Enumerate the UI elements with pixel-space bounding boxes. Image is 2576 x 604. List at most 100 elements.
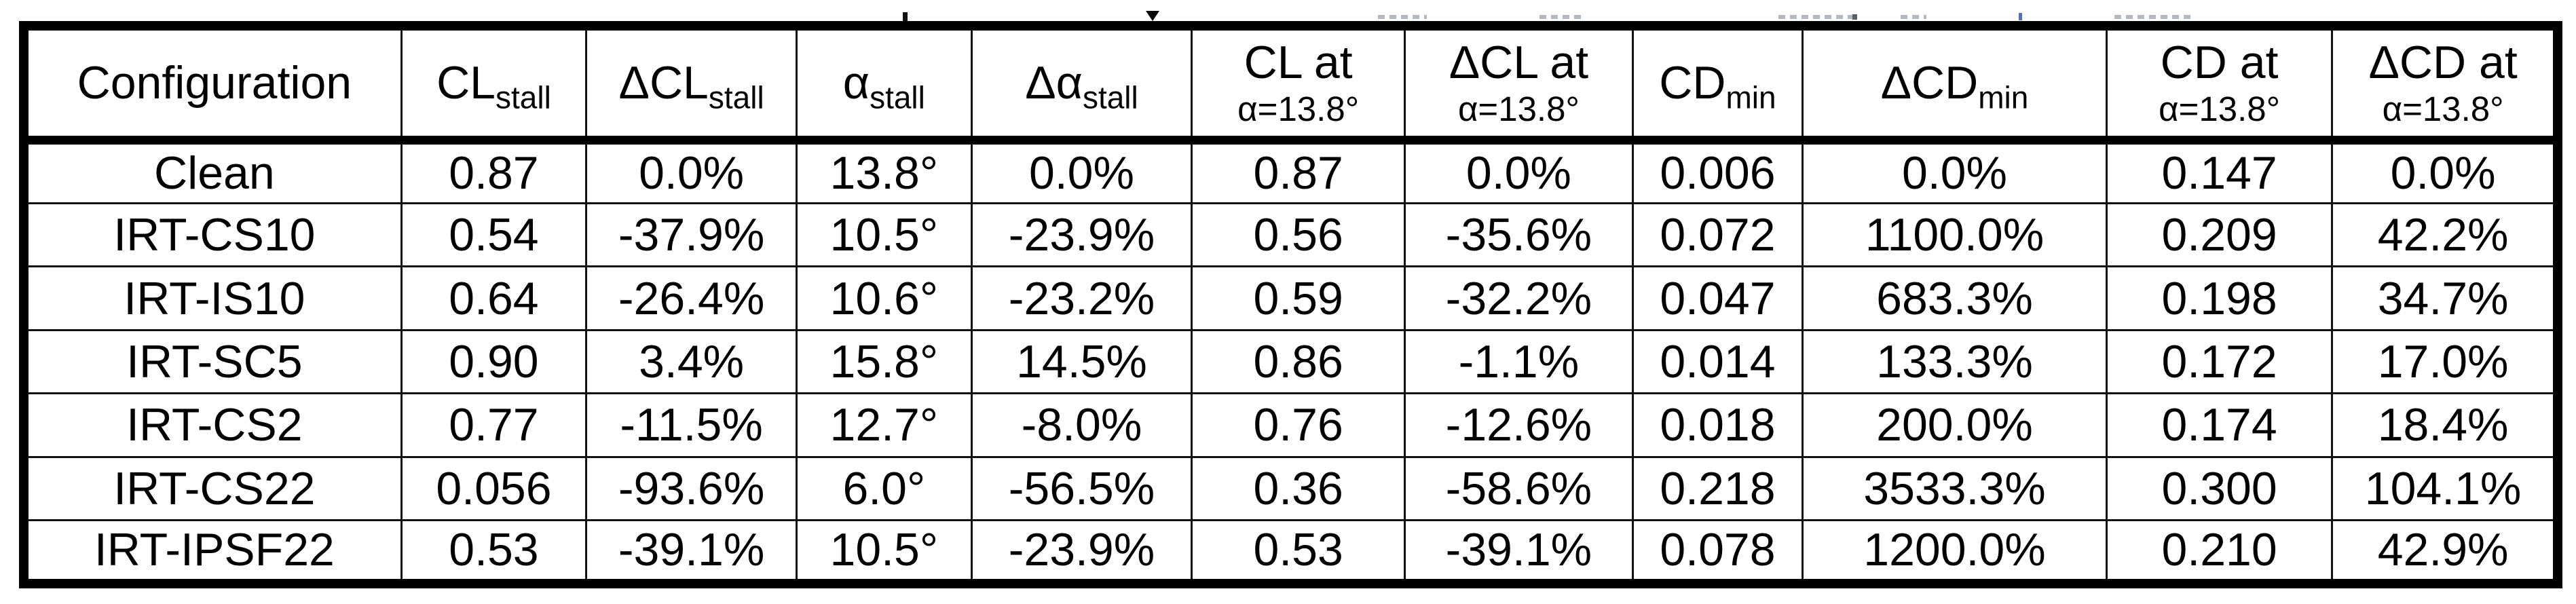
value-cell: 42.9%	[2331, 519, 2559, 585]
header-delta-cl-stall: ΔCLstall	[585, 24, 798, 145]
value-cell: -11.5%	[585, 392, 798, 458]
value-cell: -23.9%	[970, 519, 1193, 585]
value-cell: 0.218	[1631, 455, 1804, 522]
table-row-irt-is10: IRT-IS10 0.64 -26.4% 10.6° -23.2% 0.59 -…	[22, 265, 2559, 331]
value-cell: 14.5%	[970, 328, 1193, 395]
value-cell: 0.072	[1631, 202, 1804, 268]
value-cell: 0.36	[1191, 455, 1406, 522]
header-subscript: stall	[870, 79, 925, 115]
value-cell: 18.4%	[2331, 392, 2559, 458]
value-cell: 0.86	[1191, 328, 1406, 395]
value-cell: -56.5%	[970, 455, 1193, 522]
header-label: ΔCL at	[1449, 37, 1589, 89]
value-cell: 10.6°	[796, 265, 973, 331]
header-sublabel: α=13.8°	[2159, 90, 2281, 129]
value-cell: 0.77	[400, 392, 588, 458]
value-cell: 0.198	[2105, 265, 2334, 331]
value-cell: -23.2%	[970, 265, 1193, 331]
config-cell: IRT-SC5	[22, 328, 403, 395]
header-subscript: stall	[1082, 79, 1138, 115]
value-cell: 0.047	[1631, 265, 1804, 331]
value-cell: -39.1%	[585, 519, 798, 585]
value-cell: 0.078	[1631, 519, 1804, 585]
header-cd-min: CDmin	[1631, 24, 1804, 145]
header-sublabel: α=13.8°	[1457, 90, 1580, 129]
value-cell: -26.4%	[585, 265, 798, 331]
header-label: CD at	[2160, 37, 2279, 89]
header-delta-alpha-stall: Δαstall	[970, 24, 1193, 145]
value-cell: 0.300	[2105, 455, 2334, 522]
table-row-clean: Clean 0.87 0.0% 13.8° 0.0% 0.87 0.0% 0.0…	[22, 138, 2559, 204]
header-sublabel: α=13.8°	[2382, 90, 2504, 129]
value-cell: 3533.3%	[1802, 455, 2108, 522]
config-cell: Clean	[22, 138, 403, 204]
value-cell: 0.174	[2105, 392, 2334, 458]
header-label: ΔCD at	[2368, 37, 2518, 89]
header-label: ΔCD	[1880, 57, 1979, 109]
value-cell: 3.4%	[585, 328, 798, 395]
table-header: Configuration CLstall ΔCLstall αstall Δα…	[22, 24, 2559, 145]
value-cell: 10.5°	[796, 519, 973, 585]
value-cell: 12.7°	[796, 392, 973, 458]
value-cell: -37.9%	[585, 202, 798, 268]
header-label: ΔCL	[618, 57, 709, 109]
value-cell: 1200.0%	[1802, 519, 2108, 585]
value-cell: 0.56	[1191, 202, 1406, 268]
cropped-text-artifact	[1539, 15, 1582, 19]
cropped-text-artifact	[903, 12, 908, 21]
cropped-text-artifact	[1146, 11, 1159, 21]
header-subscript: min	[1725, 79, 1776, 115]
value-cell: -12.6%	[1403, 392, 1634, 458]
header-label: α	[842, 57, 870, 109]
value-cell: 0.0%	[970, 138, 1193, 204]
cropped-text-artifact	[1852, 14, 1857, 20]
value-cell: -93.6%	[585, 455, 798, 522]
header-label: Configuration	[77, 57, 352, 109]
cropped-text-artifact	[2019, 13, 2022, 20]
value-cell: -32.2%	[1403, 265, 1634, 331]
value-cell: 0.210	[2105, 519, 2334, 585]
header-subscript: stall	[708, 79, 764, 115]
performance-summary-table-wrap: Configuration CLstall ΔCLstall αstall Δα…	[19, 21, 2562, 588]
header-alpha-stall: αstall	[796, 24, 973, 145]
value-cell: 1100.0%	[1802, 202, 2108, 268]
value-cell: 0.056	[400, 455, 588, 522]
value-cell: 6.0°	[796, 455, 973, 522]
value-cell: -58.6%	[1403, 455, 1634, 522]
value-cell: 0.53	[1191, 519, 1406, 585]
value-cell: 0.59	[1191, 265, 1406, 331]
value-cell: 13.8°	[796, 138, 973, 204]
value-cell: -39.1%	[1403, 519, 1634, 585]
table-row-irt-sc5: IRT-SC5 0.90 3.4% 15.8° 14.5% 0.86 -1.1%…	[22, 328, 2559, 395]
table-row-irt-cs2: IRT-CS2 0.77 -11.5% 12.7° -8.0% 0.76 -12…	[22, 392, 2559, 458]
header-cl-stall: CLstall	[400, 24, 588, 145]
header-configuration: Configuration	[22, 24, 403, 145]
config-cell: IRT-IS10	[22, 265, 403, 331]
value-cell: 0.209	[2105, 202, 2334, 268]
value-cell: 0.87	[400, 138, 588, 204]
value-cell: 34.7%	[2331, 265, 2559, 331]
value-cell: 15.8°	[796, 328, 973, 395]
header-row: Configuration CLstall ΔCLstall αstall Δα…	[22, 24, 2559, 145]
value-cell: -1.1%	[1403, 328, 1634, 395]
header-delta-cd-at-alpha: ΔCD at α=13.8°	[2331, 24, 2559, 145]
cropped-text-artifact	[1901, 15, 1926, 19]
value-cell: 0.172	[2105, 328, 2334, 395]
value-cell: 683.3%	[1802, 265, 2108, 331]
header-subscript: stall	[496, 79, 551, 115]
value-cell: 0.54	[400, 202, 588, 268]
header-label: CL	[436, 57, 496, 109]
value-cell: 0.53	[400, 519, 588, 585]
table-row-irt-ipsf22: IRT-IPSF22 0.53 -39.1% 10.5° -23.9% 0.53…	[22, 519, 2559, 585]
value-cell: 0.0%	[585, 138, 798, 204]
header-subscript: min	[1978, 79, 2029, 115]
cropped-text-artifact	[1778, 15, 1853, 19]
header-label: CL at	[1244, 37, 1353, 89]
value-cell: 0.87	[1191, 138, 1406, 204]
value-cell: 10.5°	[796, 202, 973, 268]
configuration-performance-table: Configuration CLstall ΔCLstall αstall Δα…	[19, 21, 2562, 588]
value-cell: 133.3%	[1802, 328, 2108, 395]
value-cell: 104.1%	[2331, 455, 2559, 522]
table-row-irt-cs10: IRT-CS10 0.54 -37.9% 10.5° -23.9% 0.56 -…	[22, 202, 2559, 268]
header-cl-at-alpha: CL at α=13.8°	[1191, 24, 1406, 145]
